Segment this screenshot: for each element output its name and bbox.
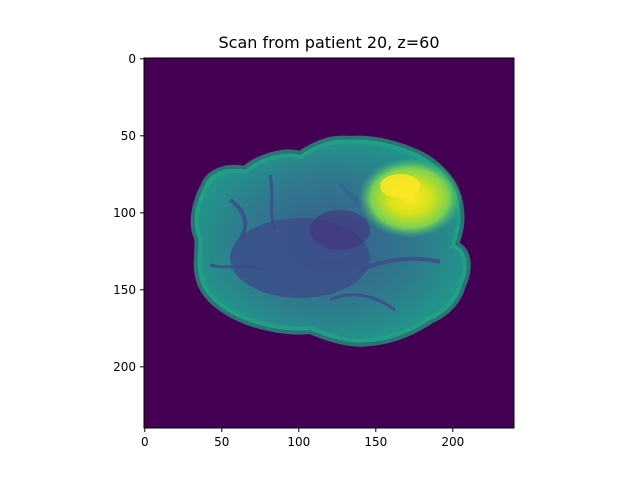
x-tick-label: 200 [441, 435, 464, 449]
x-tick-label: 50 [214, 435, 229, 449]
chart-title: Scan from patient 20, z=60 [218, 33, 440, 52]
y-tick-label: 200 [113, 360, 136, 374]
y-tick-label: 50 [121, 129, 136, 143]
y-axis: 0 50 100 150 200 [113, 52, 144, 374]
x-tick-label: 150 [364, 435, 387, 449]
brain-scan [190, 135, 471, 347]
y-tick-label: 100 [113, 206, 136, 220]
x-axis: 0 50 100 150 200 [141, 428, 464, 449]
lesion-region [358, 158, 462, 238]
x-tick-label: 100 [287, 435, 310, 449]
axes-frame [143, 57, 515, 429]
x-tick-label: 0 [141, 435, 149, 449]
y-tick-label: 150 [113, 283, 136, 297]
y-tick-label: 0 [128, 52, 136, 66]
